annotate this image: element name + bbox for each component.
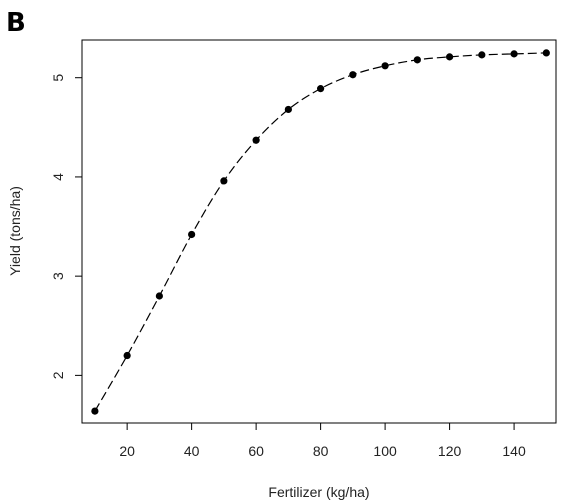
series-line [94, 52, 547, 412]
data-point [220, 177, 228, 185]
data-point [478, 51, 486, 59]
y-tick-label: 5 [50, 74, 66, 82]
y-axis-title: Yield (tons/ha) [7, 186, 23, 276]
x-axis-title: Fertilizer (kg/ha) [268, 484, 369, 500]
data-point [349, 71, 357, 79]
data-point [510, 50, 518, 58]
plot-frame [81, 39, 557, 424]
x-tick-label: 100 [373, 443, 397, 459]
x-tick-label: 20 [119, 443, 135, 459]
y-tick-label: 3 [50, 272, 66, 280]
x-tick-label: 80 [313, 443, 329, 459]
data-point [91, 407, 99, 415]
data-point [445, 53, 454, 61]
data-point [188, 230, 196, 239]
data-point [413, 56, 421, 64]
panel-label: B [6, 8, 26, 38]
data-point [317, 85, 325, 93]
y-tick-label: 4 [50, 173, 66, 181]
data-point [381, 62, 389, 70]
x-tick-label: 40 [184, 443, 200, 459]
y-tick-label: 2 [50, 371, 66, 379]
x-tick-label: 140 [502, 443, 526, 459]
x-tick-label: 120 [438, 443, 462, 459]
data-points [91, 49, 550, 415]
data-point [284, 105, 292, 114]
y-axis-ticks: 2 3 4 5 [50, 74, 82, 379]
data-point [252, 136, 260, 144]
data-point [155, 292, 163, 300]
x-tick-label: 60 [248, 443, 264, 459]
data-point [542, 49, 550, 57]
x-axis-ticks: 20 40 60 80 100 120 140 [119, 423, 526, 459]
data-point [123, 351, 131, 360]
